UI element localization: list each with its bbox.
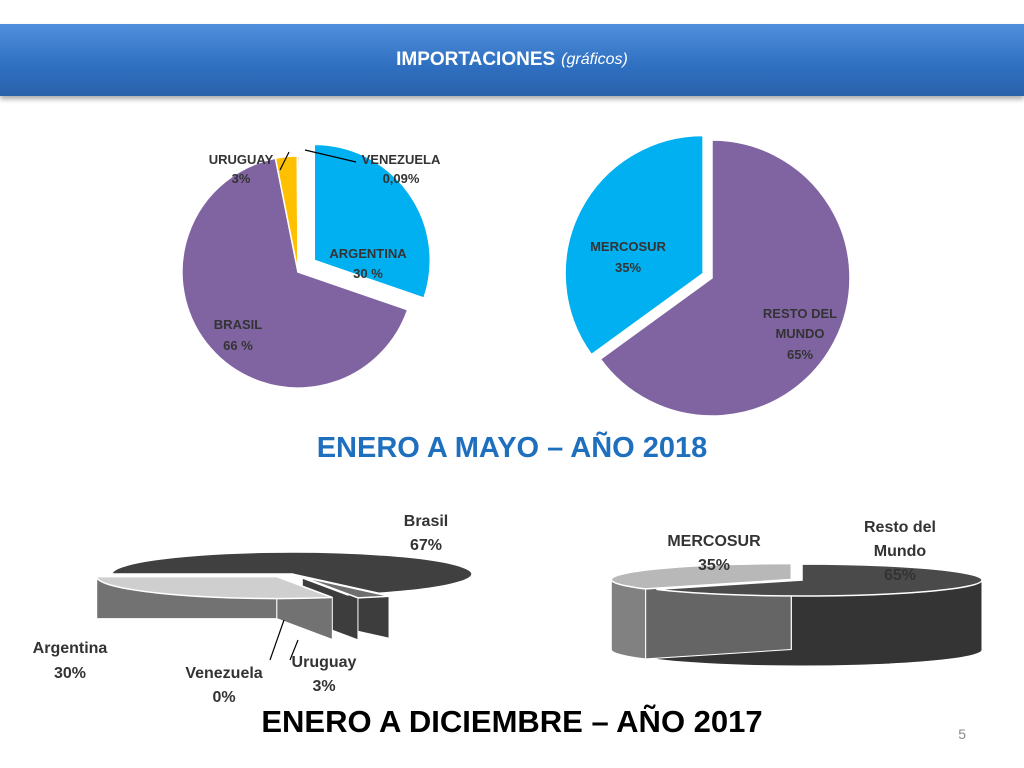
- label-argentina-2017-name: Argentina: [33, 640, 108, 657]
- label-venezuela-2017-name: Venezuela: [185, 665, 262, 682]
- heading-period-2017: ENERO A DICIEMBRE – AÑO 2017: [261, 704, 763, 739]
- label-mercosur-2017-value: 35%: [698, 557, 730, 574]
- heading-period-2018: ENERO A MAYO – AÑO 2018: [316, 432, 708, 464]
- label-resto-2017-name-1: Resto del: [864, 519, 936, 536]
- label-resto-value: 65%: [787, 347, 813, 362]
- label-resto-2017-value: 65%: [884, 567, 916, 584]
- c1-slice-brasil: [181, 157, 409, 389]
- label-resto-2017-name-2: Mundo: [874, 543, 927, 560]
- label-resto-name-1: RESTO DEL: [763, 306, 837, 321]
- c3-slice-brasil: [111, 551, 473, 595]
- c3-slice-venezuela: [291, 573, 349, 596]
- label-mercosur-value: 35%: [615, 260, 641, 275]
- c1-slice-venezuela: [296, 155, 300, 273]
- c4-slice-mercosur: [610, 562, 793, 590]
- venezuela-leader-line: [304, 149, 357, 163]
- c3-slice-argentina: [95, 575, 333, 600]
- label-mercosur-name: MERCOSUR: [590, 239, 666, 254]
- label-argentina-2017-value: 30%: [54, 665, 86, 682]
- uruguay-leader-line: [279, 151, 290, 171]
- label-uruguay-2017-value: 3%: [312, 678, 335, 695]
- label-brasil-2017-name: Brasil: [404, 513, 448, 530]
- label-uruguay-2017-name: Uruguay: [292, 654, 357, 671]
- label-brasil-name: BRASIL: [214, 317, 262, 332]
- c2-slice-mercosur: [564, 134, 704, 356]
- label-venezuela-2017-value: 0%: [212, 689, 235, 706]
- pie-chart-2018-mercosur: MERCOSUR 35% RESTO DEL MUNDO 65%: [564, 134, 851, 417]
- header-subtitle: (gráficos): [561, 51, 628, 68]
- label-uruguay-name: URUGUAY: [209, 152, 274, 167]
- pie-chart-2017-countries: Brasil 67% Argentina 30% Venezuela 0% Ur…: [33, 513, 473, 706]
- label-argentina-name: ARGENTINA: [329, 246, 407, 261]
- page-number: 5: [958, 726, 966, 742]
- c4-side-mercosur: [610, 579, 647, 660]
- label-argentina-value: 30 %: [353, 266, 383, 281]
- header-banner: IMPORTACIONES (gráficos): [0, 24, 1024, 96]
- label-resto-name-2: MUNDO: [775, 326, 824, 341]
- label-brasil-2017-value: 67%: [410, 537, 442, 554]
- label-venezuela-name: VENEZUELA: [362, 152, 441, 167]
- c1-slice-argentina: [313, 143, 431, 300]
- pie-chart-2018-countries: URUGUAY 3% VENEZUELA 0,09% ARGENTINA 30 …: [181, 143, 441, 389]
- uruguay-2017-leader-line: [289, 639, 299, 661]
- header-title: IMPORTACIONES: [396, 49, 556, 70]
- pie-chart-2017-mercosur: MERCOSUR 35% Resto del Mundo 65%: [610, 519, 983, 667]
- c2-slice-resto-del-mundo: [599, 139, 851, 417]
- venezuela-2017-leader-line: [269, 619, 285, 661]
- label-venezuela-value: 0,09%: [383, 171, 420, 186]
- c4-slice-resto-del-mundo: [656, 563, 983, 597]
- label-brasil-value: 66 %: [223, 338, 253, 353]
- label-uruguay-value: 3%: [232, 171, 251, 186]
- c3-slice-uruguay: [302, 576, 390, 599]
- label-mercosur-2017-name: MERCOSUR: [667, 533, 761, 550]
